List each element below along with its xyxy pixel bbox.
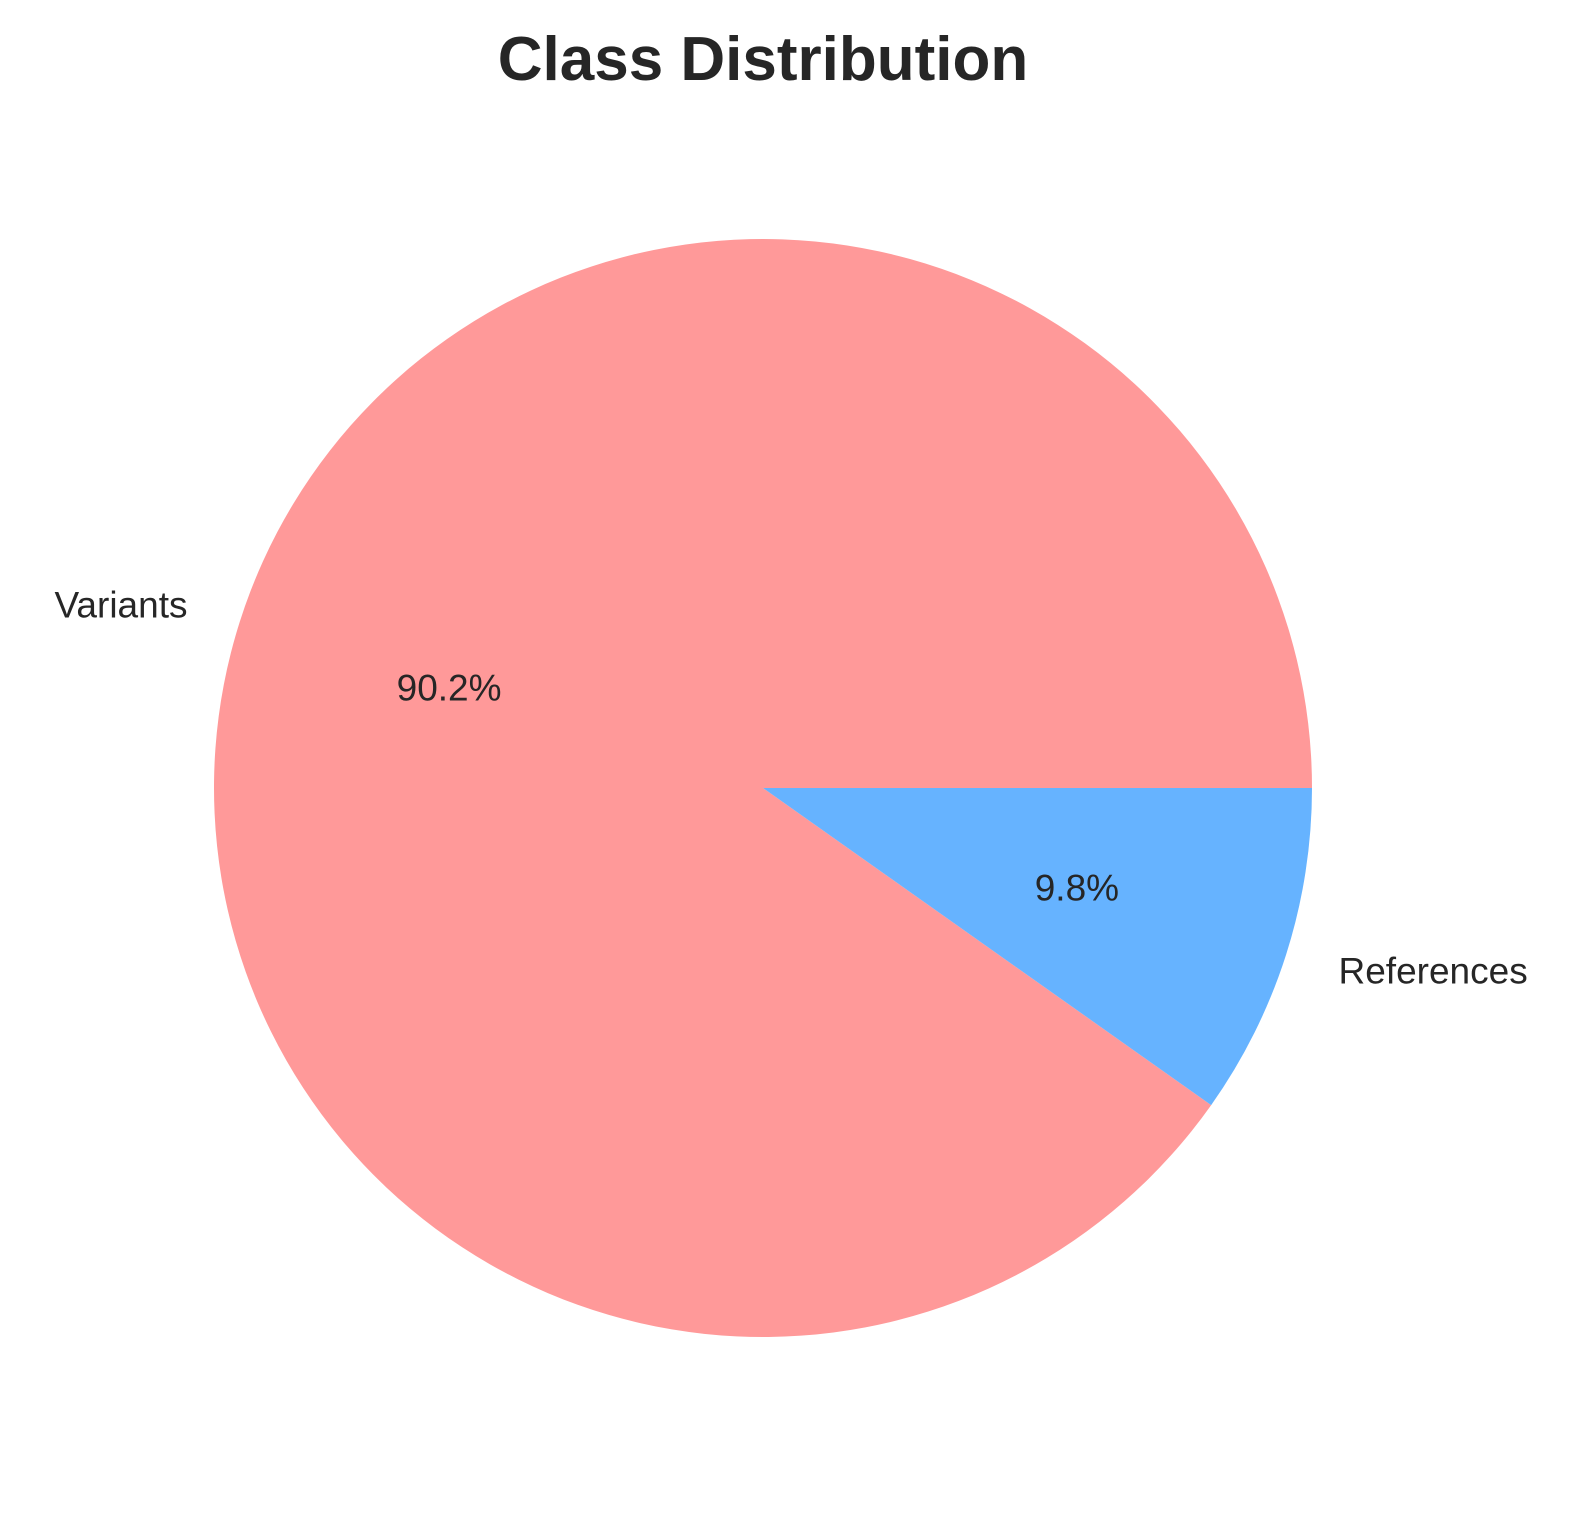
slice-label-variants: Variants [54, 584, 187, 625]
pie-slices [214, 239, 1312, 1337]
chart-title: Class Distribution [498, 25, 1029, 94]
pie-slice-references [763, 788, 1312, 1106]
slice-label-references: References [1339, 951, 1528, 992]
slice-percent-references: 9.8% [1035, 867, 1119, 908]
pie-labels: Variants 90.2% References 9.8% [54, 584, 1527, 991]
slice-percent-variants: 90.2% [397, 668, 502, 709]
